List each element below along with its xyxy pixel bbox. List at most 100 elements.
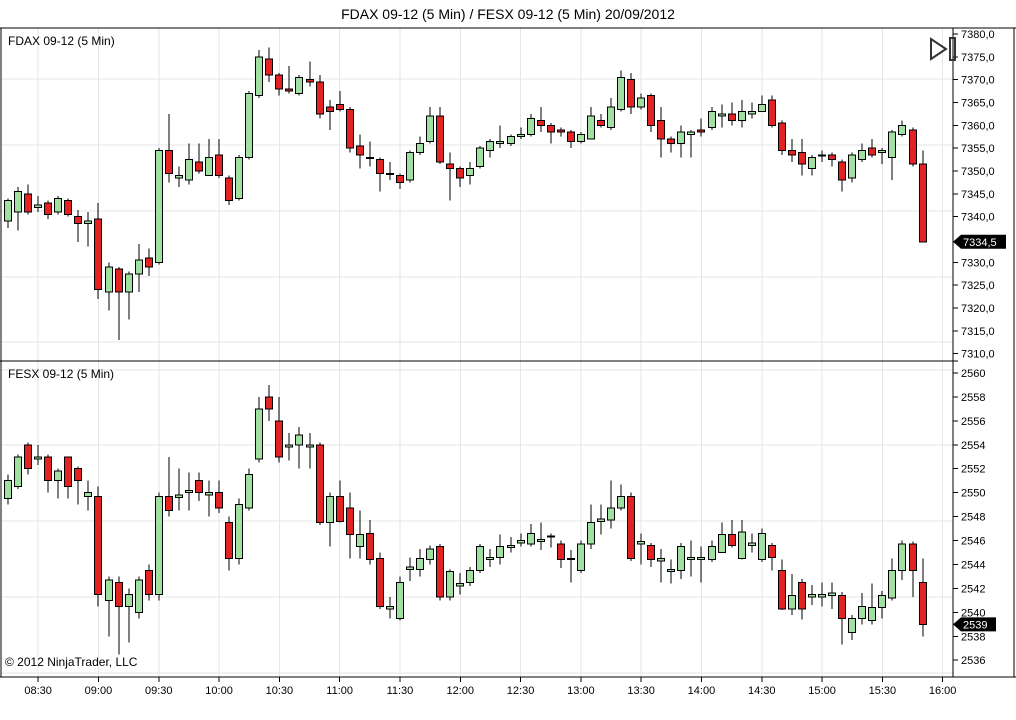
y-tick-label: 7320,0 xyxy=(961,303,995,315)
candle-body xyxy=(14,191,22,213)
candle-body xyxy=(828,592,836,597)
candle-body xyxy=(486,140,494,151)
candle-body xyxy=(84,220,92,225)
candle-body xyxy=(496,140,504,145)
candle-body xyxy=(878,149,886,154)
go-to-last-bar-icon[interactable] xyxy=(930,37,948,61)
candle-body xyxy=(386,605,394,610)
candle-body xyxy=(416,558,424,570)
candle-body xyxy=(225,177,233,202)
candle-body xyxy=(446,163,454,170)
plot-area[interactable] xyxy=(0,361,953,677)
candle-body xyxy=(587,115,595,140)
candle-body xyxy=(74,468,82,482)
candle-body xyxy=(848,154,856,179)
candle-body xyxy=(155,495,163,595)
candle-body xyxy=(818,154,826,157)
candle-body xyxy=(597,120,605,126)
candle-body xyxy=(617,76,625,110)
candle-body xyxy=(597,518,605,522)
candle-body xyxy=(285,444,293,448)
y-tick-label: 7330,0 xyxy=(961,257,995,269)
candle-body xyxy=(275,74,283,90)
candle-body xyxy=(577,543,585,571)
candle-body xyxy=(4,200,12,222)
candle-body xyxy=(135,579,143,613)
candle-body xyxy=(888,131,896,158)
y-tick-label: 7360,0 xyxy=(961,120,995,132)
x-tick-label: 08:30 xyxy=(24,685,52,697)
candle-body xyxy=(838,161,846,181)
candle-body xyxy=(788,595,796,610)
candle-body xyxy=(44,202,52,215)
candle-body xyxy=(265,396,273,410)
candle-body xyxy=(436,546,444,598)
candle-body xyxy=(868,147,876,156)
candle-body xyxy=(54,470,62,482)
candle-body xyxy=(919,581,927,625)
candle-body xyxy=(617,495,625,509)
candle-body xyxy=(476,546,484,571)
candle-body xyxy=(336,104,344,110)
candle-body xyxy=(145,569,153,595)
candle-body xyxy=(517,133,525,138)
candle-body xyxy=(667,138,675,145)
y-tick-label: 2546 xyxy=(961,536,985,548)
candle-body xyxy=(175,175,183,179)
candle-body xyxy=(135,259,143,275)
y-tick-label: 2560 xyxy=(961,368,985,380)
plot-area[interactable] xyxy=(0,28,953,361)
candle-body xyxy=(115,268,123,293)
candle-body xyxy=(888,569,896,599)
copyright-notice: © 2012 NinjaTrader, LLC xyxy=(5,655,138,669)
candle-body xyxy=(376,558,384,607)
candle-body xyxy=(165,495,173,512)
candle-body xyxy=(145,257,153,268)
candle-body xyxy=(235,504,243,559)
x-tick-label: 15:00 xyxy=(808,685,836,697)
candle-body xyxy=(306,444,314,448)
x-tick-label: 13:00 xyxy=(567,685,595,697)
candle-body xyxy=(24,444,32,470)
candle-body xyxy=(507,136,515,145)
candle-body xyxy=(165,149,173,174)
candle-body xyxy=(919,163,927,243)
candle-body xyxy=(778,569,786,610)
candle-body xyxy=(356,534,364,548)
candle-body xyxy=(94,218,102,291)
candle-body xyxy=(738,531,746,560)
candle-body xyxy=(909,543,917,571)
candle-body xyxy=(697,129,705,133)
y-tick-label: 7370,0 xyxy=(961,75,995,87)
candle-body xyxy=(647,544,655,561)
candle-body xyxy=(808,156,816,170)
candle-body xyxy=(346,108,354,149)
candle-body xyxy=(255,56,263,97)
candle-body xyxy=(205,156,213,177)
candle-body xyxy=(396,581,404,619)
y-tick-label: 7310,0 xyxy=(961,349,995,361)
candle-body xyxy=(54,197,62,213)
candle-body xyxy=(687,131,695,135)
candle-body xyxy=(426,548,434,561)
candle-body xyxy=(868,607,876,622)
go-to-last-bar-icon-bar[interactable] xyxy=(949,37,956,61)
candle-body xyxy=(758,532,766,561)
candle-body xyxy=(84,492,92,497)
panel-label-fesx: FESX 09-12 (5 Min) xyxy=(8,367,115,381)
candle-body xyxy=(195,161,203,172)
y-tick-label: 2540 xyxy=(961,607,985,619)
candle-body xyxy=(577,133,585,142)
candle-body xyxy=(225,522,233,559)
y-tick-label: 7325,0 xyxy=(961,280,995,292)
candle-body xyxy=(898,543,906,571)
candle-body xyxy=(858,605,866,619)
candle-body xyxy=(125,273,133,293)
candle-body xyxy=(798,152,806,165)
y-tick-label: 7375,0 xyxy=(961,52,995,64)
candle-body xyxy=(326,106,334,113)
y-tick-label: 2536 xyxy=(961,655,985,667)
candle-body xyxy=(125,593,133,607)
y-tick-label: 7380,0 xyxy=(961,29,995,41)
candle-body xyxy=(34,204,42,209)
